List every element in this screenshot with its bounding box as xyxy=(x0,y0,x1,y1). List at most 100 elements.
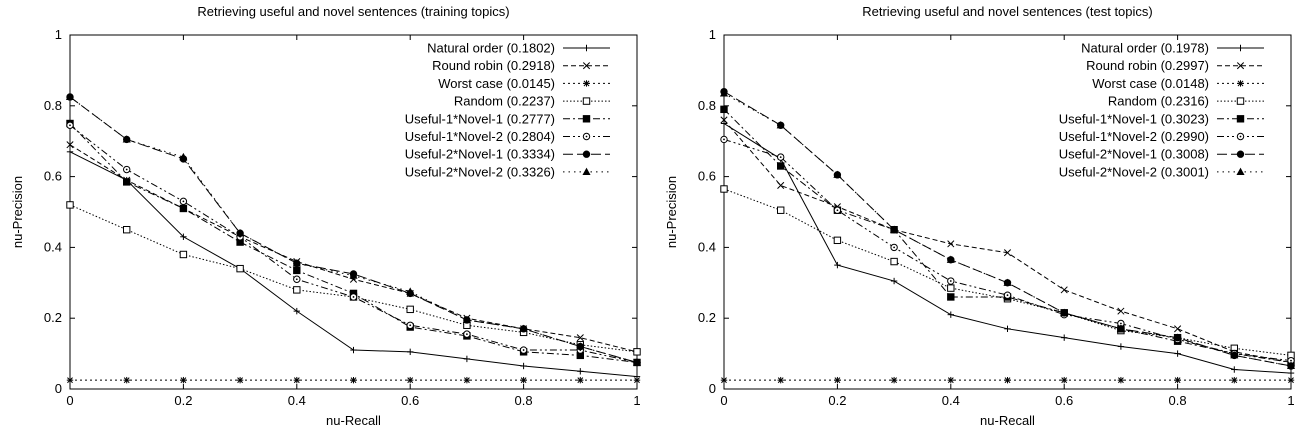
legend-marker xyxy=(583,44,590,52)
data-point-marker xyxy=(65,92,75,101)
data-point-marker xyxy=(720,185,728,193)
data-point-marker xyxy=(1003,249,1012,257)
y-tick-label: 0.2 xyxy=(698,310,716,325)
data-point-marker xyxy=(1231,366,1238,373)
data-point-marker xyxy=(632,358,642,366)
legend-item: Natural order (0.1978) xyxy=(1081,41,1264,56)
legend-label: Useful-1*Novel-2 (0.2804) xyxy=(405,129,555,144)
legend-marker xyxy=(583,80,590,87)
data-point-marker xyxy=(720,376,728,384)
y-tick-label: 0.4 xyxy=(698,239,716,254)
data-point-marker xyxy=(1116,324,1125,332)
data-point-marker xyxy=(1061,376,1068,384)
series-group-3 xyxy=(720,376,1295,384)
data-point-marker xyxy=(293,307,300,315)
legend-label: Round robin (0.2918) xyxy=(432,58,555,73)
test-topics-chart-panel: Retrieving useful and novel sentences (t… xyxy=(654,0,1307,443)
data-point-marker xyxy=(350,346,357,354)
data-point-marker xyxy=(1173,333,1182,341)
y-tick-label: 0 xyxy=(55,381,62,396)
data-point-marker xyxy=(946,255,955,263)
series-group-1 xyxy=(66,148,641,380)
legend-item: Useful-1*Novel-1 (0.2777) xyxy=(405,111,610,126)
legend-marker xyxy=(1236,167,1245,175)
plot-area-frame xyxy=(69,34,638,390)
data-point-marker xyxy=(293,275,301,283)
data-point-marker xyxy=(1117,343,1125,350)
x-axis-label: nu-Recall xyxy=(326,413,381,428)
legend-item: Worst case (0.0145) xyxy=(438,76,610,91)
series-group-8 xyxy=(719,89,1296,370)
legend-label: Useful-1*Novel-2 (0.2990) xyxy=(1059,129,1209,144)
data-point-marker xyxy=(1004,376,1011,384)
data-point-marker xyxy=(1287,369,1295,377)
data-point-marker xyxy=(1004,325,1011,333)
legend-item: Round robin (0.2918) xyxy=(432,58,610,73)
data-point-marker xyxy=(406,287,415,295)
y-tick-label: 0.6 xyxy=(698,169,716,184)
x-axis-label: nu-Recall xyxy=(980,413,1035,428)
legend-item: Useful-1*Novel-2 (0.2990) xyxy=(1059,129,1264,144)
data-point-marker xyxy=(777,153,785,161)
legend-item: Natural order (0.1802) xyxy=(427,41,610,56)
legend-label: Random (0.2316) xyxy=(1108,94,1209,109)
data-point-marker xyxy=(293,266,301,275)
data-point-marker xyxy=(1174,350,1181,357)
data-point-marker xyxy=(1003,291,1012,299)
data-point-marker xyxy=(720,116,728,124)
data-point-marker xyxy=(236,376,244,384)
data-point-marker xyxy=(1230,351,1239,359)
data-point-marker xyxy=(720,120,728,127)
data-point-marker xyxy=(463,330,471,338)
series-group-3 xyxy=(66,376,641,384)
data-point-marker xyxy=(349,293,358,301)
legend-label: Useful-1*Novel-1 (0.3023) xyxy=(1059,111,1209,126)
data-point-marker xyxy=(180,233,187,240)
data-point-marker xyxy=(577,368,584,375)
legend-item: Random (0.2316) xyxy=(1108,94,1264,109)
y-tick-label: 0.8 xyxy=(44,98,62,113)
data-point-marker xyxy=(462,315,471,324)
data-point-marker xyxy=(1174,376,1181,384)
data-point-marker xyxy=(406,321,414,329)
data-point-marker xyxy=(123,178,131,186)
data-point-marker xyxy=(463,376,471,384)
data-point-marker xyxy=(292,259,301,267)
data-point-marker xyxy=(576,342,585,350)
data-point-marker xyxy=(833,236,842,245)
data-point-marker xyxy=(66,148,74,156)
x-tick-label: 0.4 xyxy=(288,393,306,408)
legend-label: Random (0.2237) xyxy=(454,94,555,109)
series-layer xyxy=(719,87,1296,384)
legend-marker xyxy=(582,62,591,70)
x-tick-label: 0.4 xyxy=(942,393,960,408)
data-point-marker xyxy=(720,135,728,144)
data-point-marker xyxy=(633,376,641,384)
data-point-marker xyxy=(179,197,188,206)
legend-label: Useful-2*Novel-1 (0.3008) xyxy=(1059,147,1209,162)
data-point-marker xyxy=(777,206,785,214)
chart-title: Retrieving useful and novel sentences (t… xyxy=(197,4,509,19)
legend-label: Useful-2*Novel-2 (0.3326) xyxy=(405,164,555,179)
data-point-marker xyxy=(833,170,842,178)
legend-item: Worst case (0.0148) xyxy=(1092,76,1264,91)
data-point-marker xyxy=(947,293,955,301)
data-point-marker xyxy=(576,334,584,342)
data-point-marker xyxy=(1003,278,1012,286)
data-point-marker xyxy=(947,311,954,318)
legend-marker xyxy=(582,167,591,175)
y-tick-label: 0.6 xyxy=(44,169,62,184)
legend-marker xyxy=(1237,80,1244,87)
x-tick-label: 0.2 xyxy=(828,393,846,408)
x-tick-label: 0.6 xyxy=(401,393,419,408)
data-point-marker xyxy=(1060,286,1068,294)
data-point-marker xyxy=(66,376,74,384)
data-point-marker xyxy=(407,348,414,356)
data-point-marker xyxy=(834,376,841,384)
data-point-marker xyxy=(1231,376,1238,384)
data-point-marker xyxy=(776,121,785,129)
data-point-marker xyxy=(947,240,955,248)
data-point-marker xyxy=(890,376,898,384)
legend-item: Useful-2*Novel-2 (0.3326) xyxy=(405,164,610,179)
series-line-8 xyxy=(723,92,1292,367)
